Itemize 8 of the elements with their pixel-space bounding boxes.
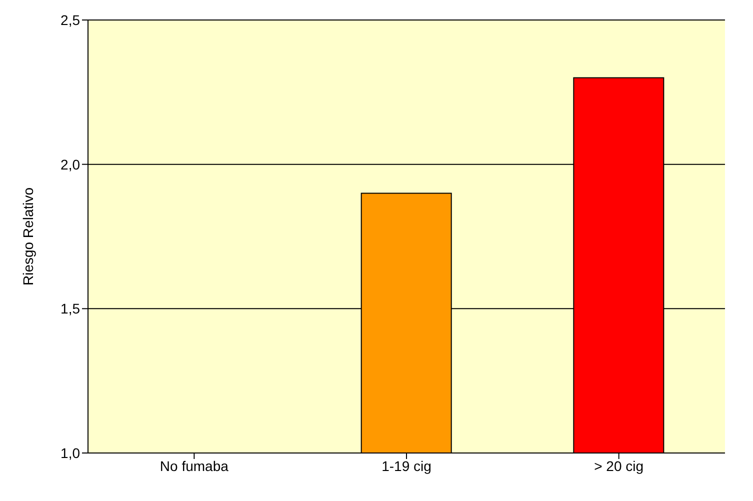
y-tick-label: 1,0 [60,444,80,461]
x-tick-label: No fumaba [160,458,229,474]
y-tick-label: 2,5 [60,12,80,28]
y-tick-label: 2,0 [60,156,80,172]
y-axis-title: Riesgo Relativo [20,187,36,286]
y-tick-label: 1,5 [60,300,80,317]
x-tick-label: > 20 cig [594,458,644,474]
x-tick-label: 1-19 cig [382,458,432,474]
